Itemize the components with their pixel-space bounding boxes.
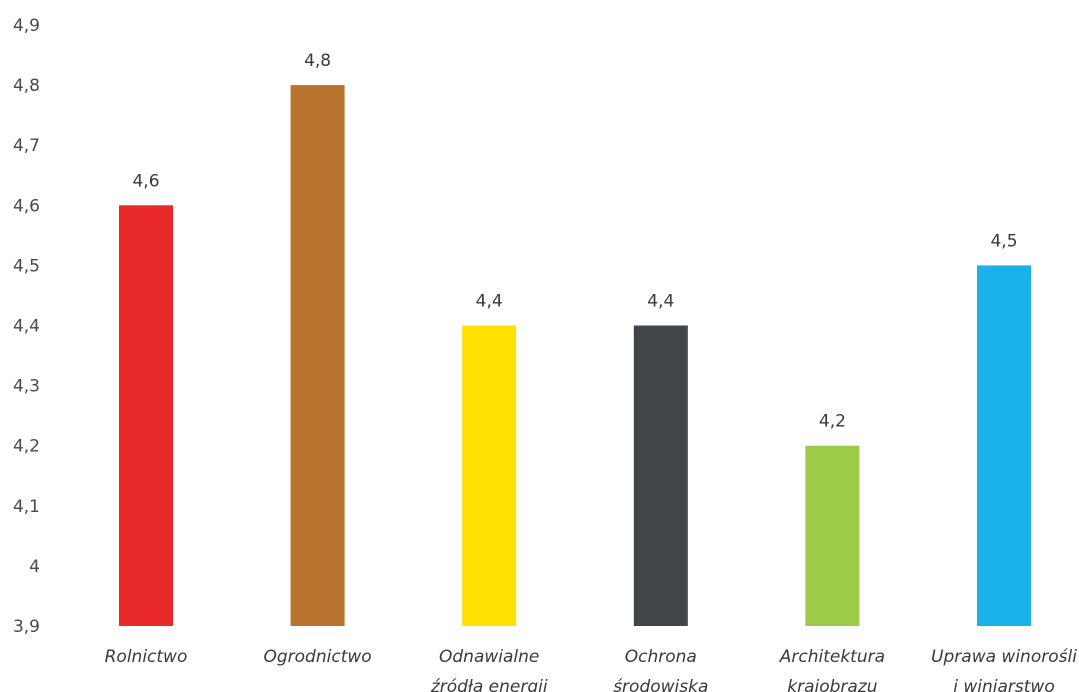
category-label-line: i winiarstwo (953, 677, 1055, 692)
x-axis: Rolnictwo Ogrodnictwo Odnawialne źródła ene… (105, 647, 1078, 692)
y-tick-label: 4,1 (13, 497, 40, 517)
data-label: 4,5 (990, 231, 1017, 251)
category-label-line: Ochrona (625, 647, 697, 667)
y-tick-label: 4,6 (13, 196, 40, 216)
data-label: 4,8 (304, 51, 331, 71)
category-label-line: źródła energii (430, 677, 548, 692)
data-label: 4,6 (132, 171, 159, 191)
data-label: 4,2 (819, 412, 846, 432)
category-label: Architektura krajobrazu (779, 647, 885, 692)
y-axis: 3,9 4 4,1 4,2 4,3 4,4 4,5 4,6 4,7 4,8 4,9 (13, 16, 40, 637)
y-tick-label: 4,8 (13, 76, 40, 96)
category-label: Odnawialne źródła energii (430, 647, 548, 692)
category-label-line: środowiska (613, 677, 708, 692)
bar (805, 445, 860, 626)
bar (462, 325, 517, 626)
bar (633, 325, 688, 626)
category-label: Ogrodnictwo (264, 647, 372, 667)
category-label-line: krajobrazu (787, 677, 877, 692)
category-label-line: Uprawa winorośli (931, 647, 1077, 667)
category-label-line: Rolnictwo (105, 647, 188, 667)
category-label: Uprawa winorośli i winiarstwo (931, 647, 1077, 692)
y-tick-label: 3,9 (13, 617, 40, 637)
y-tick-label: 4,2 (13, 437, 40, 457)
y-tick-label: 4,4 (13, 317, 40, 337)
y-tick-label: 4 (29, 557, 40, 577)
category-label-line: Architektura (779, 647, 885, 667)
category-label: Rolnictwo (105, 647, 188, 667)
y-tick-label: 4,9 (13, 16, 40, 36)
data-label: 4,4 (647, 292, 674, 312)
y-tick-label: 4,5 (13, 256, 40, 276)
data-labels-group: 4,6 4,8 4,4 4,4 4,2 4,5 (132, 51, 1017, 432)
category-label-line: Odnawialne (439, 647, 539, 667)
bar (119, 205, 173, 627)
data-label: 4,4 (476, 292, 503, 312)
bar (290, 85, 345, 627)
y-tick-label: 4,7 (13, 136, 40, 156)
category-label: Ochrona środowiska (613, 647, 708, 692)
y-tick-label: 4,3 (13, 377, 40, 397)
bars-group (119, 85, 1031, 627)
bar (977, 265, 1031, 626)
category-label-line: Ogrodnictwo (264, 647, 372, 667)
